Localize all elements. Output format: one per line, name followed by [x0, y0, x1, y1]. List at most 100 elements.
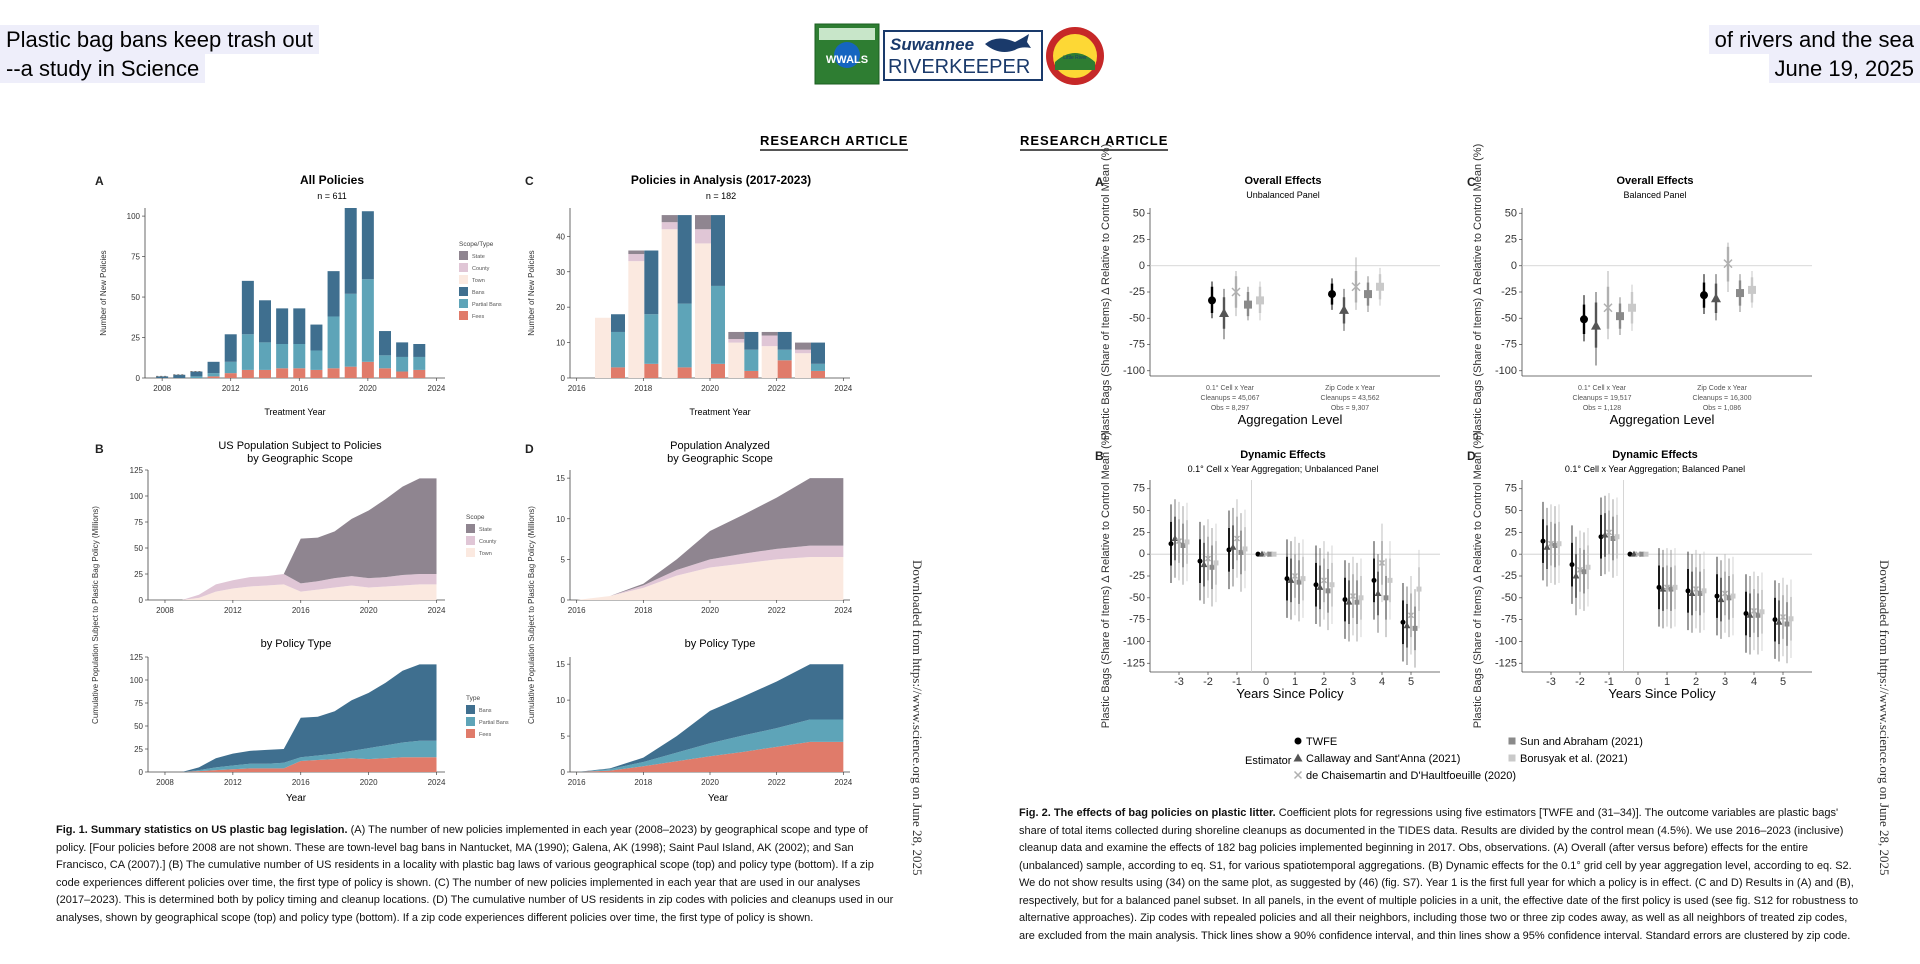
x-tick-label: 2020	[701, 778, 719, 787]
point-estimate	[1296, 579, 1302, 585]
y-tick-label: 0	[139, 596, 144, 605]
bar-segment	[276, 368, 289, 378]
point-estimate	[1717, 596, 1725, 603]
legend-swatch	[459, 311, 468, 320]
bar-segment-type	[677, 303, 692, 368]
legend-title: Scope/Type	[459, 241, 494, 248]
bar-segment	[241, 369, 254, 378]
point-estimate	[1603, 303, 1613, 313]
x-axis-label: Treatment Year	[689, 407, 750, 417]
bar-segment-scope	[695, 229, 711, 244]
fig1-caption-body: (A) The number of new policies implement…	[56, 824, 894, 924]
bar-segment	[224, 361, 237, 374]
point-estimate	[1569, 562, 1575, 568]
y-tick-label: 15	[556, 660, 565, 669]
x-tick-label: 4	[1751, 676, 1757, 688]
panel-letter: B	[1095, 449, 1104, 463]
group-obs: Obs = 8,297	[1211, 405, 1249, 412]
bar-segment	[293, 344, 306, 369]
y-tick-label: 10	[556, 339, 565, 348]
bar-segment	[224, 334, 237, 362]
y-tick-label: 0	[136, 374, 141, 383]
point-estimate	[1175, 538, 1183, 545]
point-estimate	[1180, 542, 1186, 548]
legend-swatch	[466, 729, 475, 738]
point-estimate	[1387, 577, 1393, 583]
logos: WWALS Suwannee RIVERKEEPER Little River	[814, 23, 1104, 85]
suwannee-riverkeeper-logo: Suwannee RIVERKEEPER	[883, 30, 1043, 81]
point-estimate	[1508, 737, 1516, 745]
bar-segment-type	[644, 250, 659, 315]
bar-segment-scope	[728, 339, 745, 343]
bar-segment-type	[811, 363, 825, 371]
bar-segment-scope	[695, 215, 711, 230]
group-label: 0.1° Cell x Year	[1206, 384, 1255, 392]
point-estimate	[1267, 551, 1273, 557]
svg-text:Suwannee: Suwannee	[890, 35, 974, 54]
y-axis-label: Number of New Policies	[527, 250, 536, 335]
point-estimate	[1351, 282, 1361, 292]
bar-segment	[310, 350, 323, 370]
x-axis-label: Year	[286, 793, 307, 804]
x-tick-label: 2022	[768, 384, 786, 393]
y-tick-label: -100	[1123, 635, 1145, 647]
point-estimate	[1746, 611, 1754, 618]
point-estimate	[1672, 584, 1678, 590]
y-tick-label: 50	[134, 544, 143, 553]
bar-segment	[344, 366, 357, 378]
x-tick-label: 2	[1693, 676, 1699, 688]
svg-text:RIVERKEEPER: RIVERKEEPER	[888, 56, 1030, 78]
point-estimate	[1614, 534, 1620, 540]
point-estimate	[1284, 576, 1290, 582]
x-tick-label: -1	[1604, 676, 1614, 688]
point-estimate	[1342, 597, 1348, 603]
y-tick-label: -100	[1495, 365, 1517, 377]
point-estimate	[1209, 564, 1215, 570]
bar-segment-type	[611, 367, 625, 378]
bar-segment	[379, 368, 391, 378]
point-estimate	[1293, 753, 1303, 762]
x-tick-label: 2012	[224, 606, 242, 615]
point-estimate	[1383, 595, 1389, 601]
point-estimate	[1403, 622, 1411, 629]
bar-segment	[396, 342, 409, 357]
legend-label: Borusyak et al. (2021)	[1520, 753, 1628, 765]
area-series	[576, 545, 844, 600]
point-estimate	[1697, 590, 1703, 596]
group-cleanups: Cleanups = 19,517	[1573, 395, 1632, 402]
bar-segment	[207, 376, 220, 378]
y-tick-label: 25	[1505, 526, 1517, 538]
x-tick-label: 4	[1379, 676, 1385, 688]
x-axis-label: Treatment Year	[264, 407, 325, 417]
legend-label: Town	[472, 278, 485, 284]
point-estimate	[1748, 285, 1756, 294]
point-estimate	[1601, 531, 1609, 538]
x-tick-label: 2020	[701, 606, 719, 615]
bar-segment	[293, 368, 306, 378]
point-estimate	[1320, 577, 1328, 584]
legend-swatch	[466, 717, 475, 726]
y-tick-label: 5	[561, 555, 566, 564]
bar-segment-scope	[695, 243, 711, 378]
y-tick-label: 50	[131, 293, 140, 302]
y-tick-label: 50	[1505, 207, 1517, 219]
x-tick-label: 2016	[568, 384, 586, 393]
legend-label: Sun and Abraham (2021)	[1520, 736, 1643, 748]
chart-subtitle: by Geographic Scope	[247, 453, 353, 465]
y-tick-label: 75	[1505, 483, 1517, 495]
y-tick-label: -25	[1501, 286, 1517, 298]
x-tick-label: 5	[1408, 676, 1414, 688]
panel-letter: D	[525, 442, 534, 456]
chart-subtitle: Balanced Panel	[1623, 190, 1686, 200]
bar-segment-scope	[761, 335, 778, 347]
y-axis-label: Plastic Bags (Share of Items) Δ Relative…	[1100, 432, 1112, 729]
point-estimate	[1213, 560, 1219, 566]
panel-letter: A	[95, 174, 104, 188]
bar-segment-type	[611, 314, 625, 332]
bar-segment-type	[711, 215, 725, 286]
point-estimate	[1726, 595, 1732, 601]
area-series	[164, 584, 437, 600]
panel-letter: D	[1467, 449, 1476, 463]
